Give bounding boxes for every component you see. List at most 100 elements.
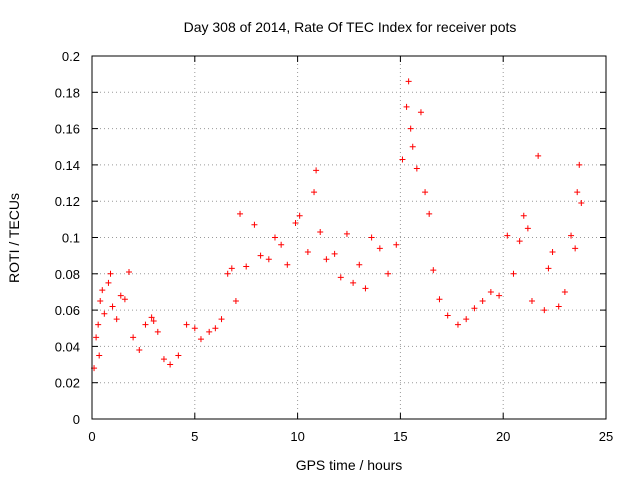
data-point: [160, 356, 167, 363]
data-point: [413, 165, 420, 172]
data-point: [343, 230, 350, 237]
data-point: [96, 352, 103, 359]
y-tick-label: 0.1: [62, 231, 80, 246]
data-point: [150, 317, 157, 324]
y-tick-label: 0: [73, 412, 80, 427]
data-point: [183, 321, 190, 328]
data-point: [99, 287, 106, 294]
data-point: [212, 325, 219, 332]
x-axis-label: GPS time / hours: [296, 457, 403, 473]
chart-title: Day 308 of 2014, Rate Of TEC Index for r…: [184, 19, 517, 35]
data-point: [317, 229, 324, 236]
data-point: [197, 336, 204, 343]
data-point: [487, 288, 494, 295]
data-point: [121, 296, 128, 303]
data-point: [362, 285, 369, 292]
y-tick-label: 0.02: [55, 376, 80, 391]
data-point: [257, 252, 264, 259]
data-point: [271, 234, 278, 241]
data-point: [191, 325, 198, 332]
data-point: [516, 238, 523, 245]
data-point: [463, 316, 470, 323]
data-point: [175, 352, 182, 359]
data-point: [313, 167, 320, 174]
data-point: [479, 298, 486, 305]
data-point: [265, 256, 272, 263]
data-point: [243, 263, 250, 270]
data-point: [331, 250, 338, 257]
data-point: [311, 189, 318, 196]
data-point: [444, 312, 451, 319]
data-point: [549, 249, 556, 256]
data-point: [454, 321, 461, 328]
data-point: [323, 256, 330, 263]
data-point: [471, 305, 478, 312]
data-point: [555, 303, 562, 310]
x-tick-label: 10: [290, 429, 304, 444]
data-point: [93, 334, 100, 341]
data-point: [426, 210, 433, 217]
data-point: [368, 234, 375, 241]
data-point: [520, 212, 527, 219]
data-point: [568, 232, 575, 239]
y-tick-label: 0.2: [62, 49, 80, 64]
data-point: [218, 316, 225, 323]
data-point: [385, 270, 392, 277]
data-point: [356, 261, 363, 268]
data-point: [130, 334, 137, 341]
data-point: [528, 298, 535, 305]
data-point: [126, 268, 133, 275]
data-point: [578, 200, 585, 207]
data-point: [409, 143, 416, 150]
y-tick-label: 0.06: [55, 303, 80, 318]
data-point: [422, 189, 429, 196]
data-point: [376, 245, 383, 252]
x-tick-labels: 0 5 10 15 20 25: [88, 429, 613, 444]
x-tick-label: 15: [393, 429, 407, 444]
data-point: [504, 232, 511, 239]
y-axis-label: ROTI / TECUs: [6, 193, 22, 283]
x-tick-label: 25: [599, 429, 613, 444]
data-point: [136, 347, 143, 354]
data-point: [535, 152, 542, 159]
y-tick-label: 0.16: [55, 122, 80, 137]
x-tick-label: 0: [88, 429, 95, 444]
grid-lines: [92, 56, 606, 419]
data-point: [561, 288, 568, 295]
data-point: [304, 249, 311, 256]
data-point: [350, 279, 357, 286]
data-point: [154, 328, 161, 335]
data-point: [117, 292, 124, 299]
data-point: [430, 267, 437, 274]
data-point: [296, 212, 303, 219]
y-tick-label: 0.12: [55, 194, 80, 209]
data-point: [167, 361, 174, 368]
y-tick-label: 0.04: [55, 339, 80, 354]
data-point: [545, 265, 552, 272]
data-point: [107, 270, 114, 277]
data-point: [251, 221, 258, 228]
data-point: [109, 303, 116, 310]
data-point: [576, 161, 583, 168]
x-tick-label: 20: [496, 429, 510, 444]
data-point: [232, 298, 239, 305]
data-point: [105, 279, 112, 286]
data-point: [292, 219, 299, 226]
data-point: [574, 189, 581, 196]
data-point: [101, 310, 108, 317]
data-point: [284, 261, 291, 268]
data-point: [95, 321, 102, 328]
data-point: [572, 245, 579, 252]
data-point: [113, 316, 120, 323]
data-point: [417, 109, 424, 116]
y-tick-label: 0.18: [55, 85, 80, 100]
data-point: [337, 274, 344, 281]
axis-ticks: [91, 55, 607, 420]
data-point: [142, 321, 149, 328]
data-point: [496, 292, 503, 299]
data-point: [403, 103, 410, 110]
y-tick-labels: 0 0.02 0.04 0.06 0.08 0.1 0.12 0.14 0.16 0.18 0.2: [55, 49, 80, 427]
data-point: [206, 328, 213, 335]
data-point: [407, 125, 414, 132]
